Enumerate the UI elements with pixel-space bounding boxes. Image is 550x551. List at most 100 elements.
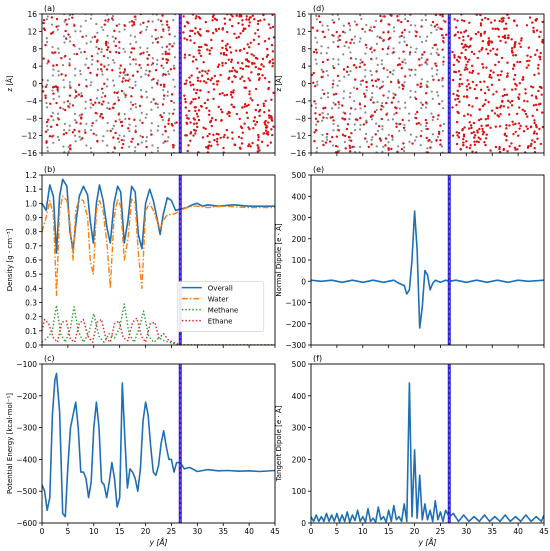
molecule-dot [434, 62, 437, 65]
molecule-dot [237, 22, 240, 25]
molecule-dot [119, 64, 122, 67]
molecule-dot [44, 96, 47, 100]
lattice-dot [107, 63, 110, 67]
molecule-dot [483, 80, 486, 83]
y-tick-label: −12 [290, 132, 306, 141]
lattice-dot [420, 129, 423, 133]
lattice-dot [403, 146, 406, 149]
molecule-dot [184, 100, 187, 104]
lattice-dot [371, 92, 374, 95]
molecule-dot [499, 112, 502, 116]
molecule-dot [159, 83, 163, 87]
molecule-dot [263, 76, 267, 80]
molecule-dot [267, 109, 271, 112]
lattice-dot [342, 53, 345, 56]
molecule-dot [454, 98, 457, 101]
molecule-dot [460, 82, 464, 86]
molecule-dot [521, 78, 524, 81]
molecule-dot [321, 60, 325, 64]
lattice-dot [426, 147, 429, 150]
molecule-dot [440, 34, 444, 37]
molecule-dot [124, 79, 128, 82]
molecule-dot [468, 21, 471, 24]
lattice-dot [145, 28, 148, 31]
lattice-dot [57, 24, 60, 28]
lattice-dot [123, 28, 126, 31]
molecule-dot [188, 34, 192, 38]
plot-area [311, 210, 544, 329]
x-axis-label: y [Å] [149, 538, 168, 547]
x-tick-label: 25 [436, 527, 446, 536]
lattice-dot [348, 28, 352, 31]
molecule-dot [241, 75, 244, 79]
molecule-dot [57, 118, 60, 121]
molecule-dot [49, 102, 52, 105]
molecule-dot [211, 19, 214, 22]
lattice-dot [314, 102, 317, 105]
molecule-dot [498, 145, 501, 149]
molecule-dot [437, 79, 440, 82]
lattice-dot [63, 129, 66, 132]
molecule-dot [540, 86, 543, 90]
molecule-dot [369, 115, 373, 119]
molecule-dot [439, 14, 442, 16]
lattice-dot [106, 34, 109, 37]
molecule-dot [102, 54, 106, 58]
molecule-dot [65, 23, 69, 26]
y-tick-label: 500 [292, 171, 307, 180]
molecule-dot [112, 136, 115, 139]
lattice-dot [89, 106, 92, 109]
molecule-dot [130, 51, 133, 54]
lattice-dot [134, 58, 137, 61]
molecule-dot [355, 87, 359, 91]
molecule-dot [81, 137, 84, 140]
molecule-dot [128, 117, 131, 120]
molecule-dot [183, 25, 187, 28]
molecule-dot [189, 84, 193, 87]
lattice-dot [167, 72, 171, 76]
lattice-dot [173, 42, 176, 45]
molecule-dot [497, 60, 500, 64]
molecule-dot [247, 143, 251, 146]
molecule-dot [162, 72, 165, 76]
molecule-dot [231, 80, 234, 84]
molecule-dot [435, 64, 438, 68]
molecule-dot [494, 145, 498, 149]
molecule-dot [219, 108, 223, 111]
molecule-dot [87, 66, 90, 70]
lattice-dot [101, 139, 104, 142]
lattice-dot [408, 112, 411, 115]
molecule-dot [206, 134, 209, 138]
molecule-dot [476, 56, 479, 60]
molecule-dot [465, 140, 468, 143]
molecule-dot [455, 94, 459, 97]
molecule-dot [132, 23, 136, 26]
molecule-dot [531, 86, 535, 89]
molecule-dot [463, 19, 466, 23]
molecule-dot [221, 61, 224, 65]
lattice-dot [155, 63, 159, 66]
lattice-dot [375, 108, 378, 112]
molecule-dot [467, 127, 471, 130]
lattice-dot [140, 75, 143, 78]
molecule-dot [206, 48, 209, 51]
lattice-dot [321, 24, 324, 27]
lattice-dot [358, 40, 361, 43]
molecule-dot [228, 114, 231, 118]
molecule-dot [464, 48, 467, 52]
lattice-dot [364, 132, 368, 136]
lattice-dot [124, 117, 127, 121]
lattice-dot [404, 101, 407, 104]
molecule-dot [233, 143, 237, 147]
molecule-dot [509, 101, 512, 104]
molecule-dot [172, 146, 175, 149]
molecule-dot [240, 142, 244, 145]
molecule-dot [460, 42, 464, 46]
molecule-dot [44, 94, 47, 97]
y-tick-label: 1.0 [25, 199, 37, 208]
molecule-dot [401, 87, 405, 91]
lattice-dot [58, 95, 61, 98]
lattice-dot [151, 20, 154, 23]
lattice-dot [409, 133, 412, 136]
lattice-dot [370, 30, 374, 33]
